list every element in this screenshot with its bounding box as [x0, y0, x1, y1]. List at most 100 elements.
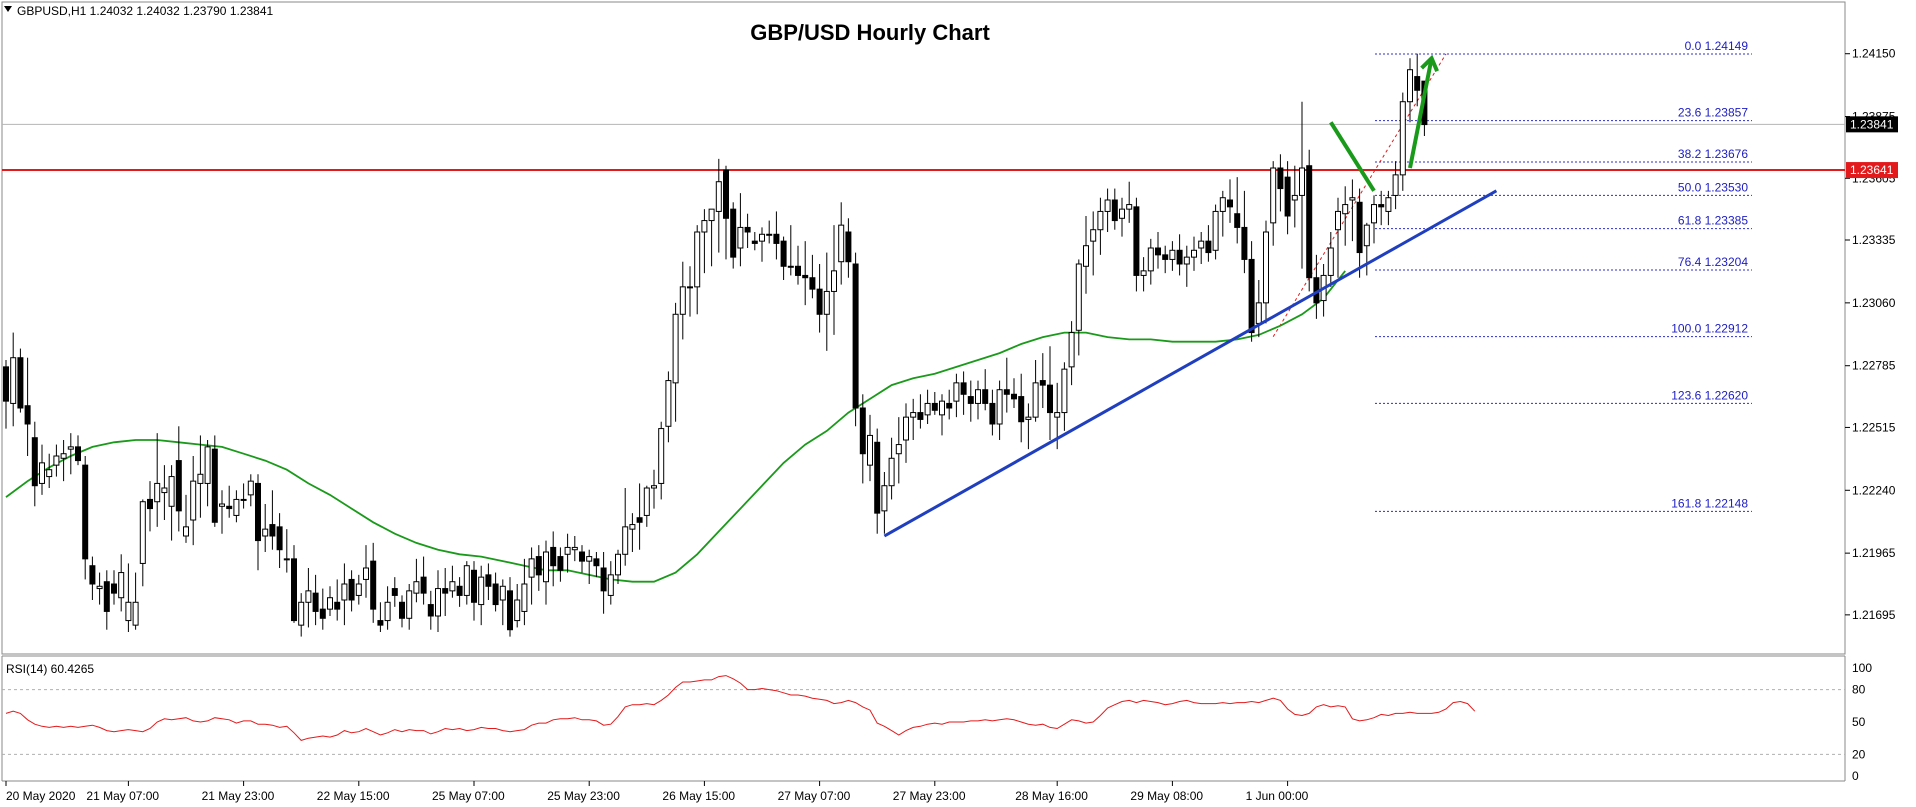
bear-candle-body [809, 277, 816, 290]
candle [53, 444, 60, 477]
bear-candle-body [967, 396, 974, 404]
bull-candle-body [384, 601, 391, 622]
bull-candle-body [708, 208, 715, 222]
candle [240, 483, 247, 509]
x-tick-label: 28 May 16:00 [1015, 789, 1088, 803]
candle [17, 348, 24, 413]
candle [643, 485, 650, 527]
bull-candle-body [903, 416, 909, 441]
candle [1212, 204, 1219, 260]
candle [118, 554, 125, 612]
candle [370, 542, 377, 623]
candle [939, 394, 945, 436]
bear-candle-body [420, 576, 427, 594]
bull-candle-body [1169, 249, 1176, 260]
candle [982, 369, 989, 411]
fib-label: 76.4 1.23204 [1678, 255, 1748, 269]
candle [1392, 161, 1399, 210]
bear-candle-body [816, 288, 823, 315]
bull-candle-body [672, 313, 679, 384]
chart-header: GBPUSD,H1 1.24032 1.24032 1.23790 1.2384… [17, 4, 274, 18]
bull-candle-body [643, 487, 650, 516]
candle [1032, 360, 1039, 422]
bear-candle-body [456, 585, 463, 596]
bear-candle-body [1011, 393, 1017, 400]
bull-candle-body [355, 583, 362, 596]
bull-candle-body [701, 220, 708, 233]
candle [190, 456, 197, 546]
candle [255, 474, 261, 571]
bull-candle-body [881, 485, 888, 512]
candle [1039, 353, 1046, 408]
bear-candle-body [636, 517, 643, 523]
resistance-tag-label: 1.23641 [1850, 163, 1894, 177]
candle [874, 428, 881, 534]
candle [816, 264, 823, 333]
current-price-tag-bg [1846, 116, 1898, 133]
candle [291, 545, 297, 623]
candle [730, 202, 737, 269]
bull-candle-body [586, 556, 593, 562]
candle [1356, 188, 1363, 278]
bear-candle-body [103, 581, 110, 612]
candle [715, 158, 722, 253]
bull-candle-body [766, 233, 773, 236]
bull-candle-body [1104, 199, 1111, 212]
bear-candle-body [579, 551, 585, 562]
bear-candle-body [1284, 176, 1291, 217]
candle [183, 494, 189, 543]
candle [1399, 92, 1406, 191]
bull-candle-body [831, 270, 837, 292]
bear-candle-body [1047, 384, 1053, 414]
bear-candle-body [370, 560, 377, 610]
candle [694, 225, 701, 315]
bull-candle-body [10, 357, 17, 404]
resistance-line [2, 123, 1845, 172]
candle [622, 488, 629, 566]
x-tick-label: 1 Jun 00:00 [1246, 789, 1309, 803]
candle [1111, 188, 1118, 230]
bull-candle-body [715, 181, 722, 212]
bear-candle-body [600, 567, 607, 592]
bear-candle-body [399, 601, 405, 619]
candle [831, 225, 837, 335]
arrow-up-icon [1408, 57, 1434, 169]
bear-candle-body [1162, 254, 1169, 260]
candle [514, 584, 521, 628]
bull-candle-body [46, 469, 53, 478]
bull-candle-body [1126, 204, 1133, 210]
candle [1248, 241, 1255, 342]
bear-candle-body [802, 274, 809, 279]
bull-candle-body [1342, 204, 1349, 215]
bull-candle-body [1255, 302, 1262, 324]
bear-candle-body [1205, 240, 1212, 254]
bear-candle-body [255, 482, 261, 542]
bull-candle-body [521, 583, 528, 612]
bull-candle-body [823, 290, 830, 315]
y-tick-label: 1.21965 [1852, 546, 1896, 560]
bull-candle-body [1119, 208, 1125, 219]
bull-candle-body [406, 590, 413, 619]
candle [226, 485, 233, 518]
x-tick-label: 27 May 23:00 [893, 789, 966, 803]
candle [1176, 234, 1183, 276]
candle [1198, 232, 1205, 264]
bear-candle-body [1414, 76, 1421, 91]
fib-label: 100.0 1.22912 [1671, 322, 1748, 336]
candle [996, 380, 1003, 440]
bull-candle-body [910, 412, 917, 418]
candle [219, 490, 225, 534]
bear-candle-body [312, 592, 319, 612]
bull-candle-body [413, 581, 420, 594]
x-tick-label: 25 May 23:00 [547, 789, 620, 803]
candle [24, 357, 31, 456]
bear-candle-body [1003, 389, 1010, 395]
candle [1291, 165, 1298, 228]
window-menu-icon[interactable] [4, 6, 12, 12]
bull-candle-body [60, 453, 67, 459]
candle [1169, 241, 1176, 271]
candle [348, 570, 355, 612]
candle [1104, 188, 1111, 232]
x-tick-label: 29 May 08:00 [1130, 789, 1203, 803]
candle [262, 504, 269, 552]
